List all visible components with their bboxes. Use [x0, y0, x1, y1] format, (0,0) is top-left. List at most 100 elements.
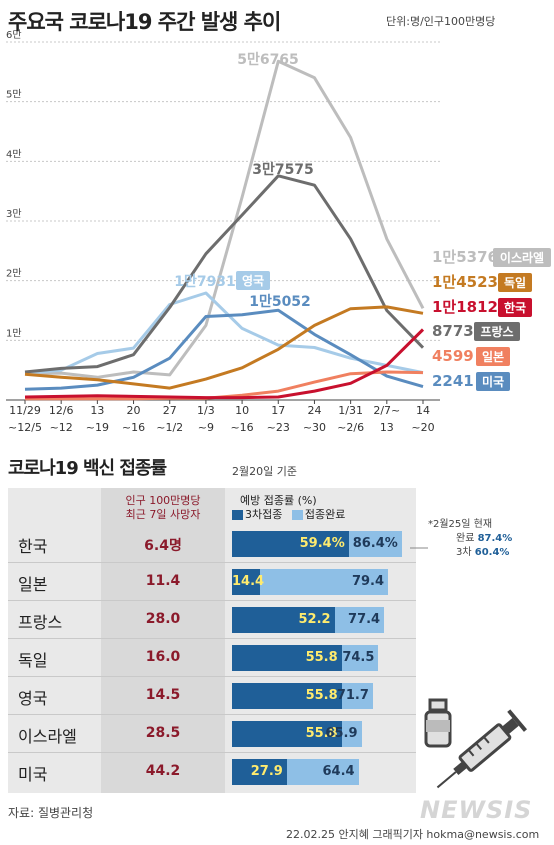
- x-tick-label: 24: [307, 404, 321, 417]
- x-tick-label: ~12/5: [8, 421, 42, 434]
- legend-full-label: 접종완료: [304, 508, 346, 521]
- vaccine-date-label: 2월20일 기준: [232, 465, 297, 478]
- note-third-label: 3차: [456, 547, 475, 558]
- third-dose-value: 52.2: [298, 612, 331, 627]
- death-rate: 14.5: [145, 687, 181, 703]
- third-dose-value: 59.4%: [299, 536, 345, 551]
- vaccine-row: 이스라엘 28.5 55.8 65.9: [8, 716, 416, 753]
- third-dose-value: 27.9: [250, 764, 283, 779]
- series-end-badge-label: 미국: [482, 374, 504, 389]
- death-header-line2: 최근 7일 사망자: [125, 508, 201, 521]
- y-tick-label: 5만: [6, 89, 22, 101]
- vaccine-row: 독일 16.0 55.8 74.5: [8, 640, 416, 677]
- third-dose-bar: [232, 721, 342, 747]
- series-line-한국: [24, 328, 425, 400]
- note-complete-value: 87.4%: [477, 533, 513, 544]
- vaccine-row: 한국 6.4명 59.4% 86.4%: [8, 526, 416, 563]
- vaccine-row: 영국 14.5 55.8 71.7: [8, 678, 416, 715]
- x-tick-label: ~16: [230, 421, 253, 434]
- unit-label: 단위:명/인구100만명당: [386, 15, 496, 28]
- peak-annotation: 1만7931: [174, 274, 236, 290]
- vaccine-legend: 3차접종 접종완료: [232, 508, 412, 522]
- newsis-logo: NEWSIS: [420, 796, 533, 824]
- x-tick-label: 14: [416, 404, 430, 417]
- x-tick-label: 1/31: [338, 404, 363, 417]
- death-column-header: 인구 100만명당 최근 7일 사망자: [101, 494, 225, 522]
- full-vaccination-value: 79.4: [351, 574, 385, 589]
- note-third-value: 60.4%: [474, 547, 510, 558]
- x-tick-label: ~23: [267, 421, 290, 434]
- x-tick-label: 10: [235, 404, 249, 417]
- third-dose-value: 55.8: [305, 726, 338, 741]
- third-dose-bar: [232, 607, 335, 633]
- third-dose-value: 55.8: [305, 688, 338, 703]
- x-tick-label: 2/7~: [373, 404, 400, 417]
- country-name: 영국: [18, 689, 48, 708]
- third-dose-value: 14.4: [232, 574, 265, 589]
- series-end-value: 1만4523: [432, 273, 498, 291]
- x-tick-label: 13: [90, 404, 104, 417]
- legend-third-label: 3차접종: [245, 508, 283, 521]
- y-tick-label: 6만: [6, 29, 22, 41]
- y-tick-label: 4만: [6, 148, 22, 160]
- full-vaccination-value: 65.9: [325, 726, 358, 741]
- page-title: 주요국 코로나19 주간 발생 추이: [8, 10, 281, 34]
- series-end-badge-label: 일본: [482, 350, 504, 364]
- x-tick-label: 11/29: [9, 404, 41, 417]
- note-leader-line: [410, 547, 428, 549]
- series-line-미국: [24, 308, 424, 391]
- country-name: 일본: [18, 575, 48, 594]
- series-end-value: 2241: [432, 372, 474, 390]
- x-tick-label: 17: [271, 404, 285, 417]
- series-end-badge: [498, 298, 532, 317]
- series-end-value: 8773: [432, 322, 474, 340]
- note-line2: 완료 87.4%: [428, 532, 512, 546]
- legend-third-swatch: [232, 510, 243, 520]
- series-end-badge-label: 이스라엘: [500, 250, 544, 265]
- series-end-value: 1만5376: [432, 248, 498, 266]
- death-rate: 16.0: [145, 649, 181, 665]
- full-vaccination-value: 86.4%: [352, 536, 398, 551]
- death-rate: 44.2: [145, 763, 181, 779]
- series-badge-bg: [236, 271, 270, 290]
- note-complete-label: 완료: [456, 533, 478, 544]
- y-tick-label: 1만: [6, 327, 22, 339]
- x-tick-label: ~1/2: [156, 421, 183, 434]
- x-tick-label: ~19: [86, 421, 109, 434]
- series-end-value: 1만1812: [432, 298, 498, 316]
- vaccine-section-title: 코로나19 백신 접종률: [8, 458, 167, 479]
- x-tick-label: ~30: [303, 421, 326, 434]
- series-line-독일: [24, 305, 424, 390]
- note-line3: 3차 60.4%: [428, 546, 512, 560]
- source-label: 자료: 질병관리청: [8, 806, 94, 820]
- full-vaccination-value: 77.4: [348, 612, 381, 627]
- vaccine-column-header: 예방 접종률 (%) 3차접종 접종완료: [232, 494, 412, 522]
- x-tick-label: ~9: [198, 421, 214, 434]
- series-badge-label: 영국: [242, 273, 264, 288]
- vaccine-table: 인구 100만명당 최근 7일 사망자 예방 접종률 (%) 3차접종 접종완료…: [8, 488, 416, 793]
- series-end-badge: [474, 322, 520, 341]
- full-vaccination-value: 71.7: [336, 688, 369, 703]
- weekly-cases-line-chart: 6만 5만 4만 3만 2만 1만 11/29 ~12/5 12/6 ~12 13 ~19 20 ~16 2…: [6, 29, 551, 434]
- series-end-badge-label: 한국: [504, 300, 526, 315]
- country-name: 이스라엘: [18, 727, 77, 746]
- syringe-vial-icon: [424, 698, 527, 789]
- vaccine-note: *2월25일 현재 완료 87.4% 3차 60.4%: [428, 518, 512, 560]
- vaccine-header-title: 예방 접종률 (%): [240, 494, 317, 507]
- third-dose-value: 55.8: [305, 650, 338, 665]
- country-name: 한국: [18, 537, 48, 556]
- x-tick-label: 12/6: [49, 404, 74, 417]
- third-dose-bar: [232, 683, 342, 709]
- series-end-badge: [476, 347, 510, 366]
- country-name: 독일: [18, 651, 48, 670]
- death-rate: 6.4명: [144, 538, 182, 554]
- series-line-프랑스: [24, 174, 425, 374]
- series-end-badge: [476, 372, 510, 391]
- death-column-bg: [101, 488, 225, 793]
- x-tick-label: ~16: [122, 421, 145, 434]
- x-tick-label: 27: [163, 404, 177, 417]
- third-dose-bar: [232, 569, 261, 595]
- note-line1: *2월25일 현재: [428, 519, 493, 530]
- x-tick-label: 13: [380, 421, 394, 434]
- series-end-badge: [493, 248, 551, 267]
